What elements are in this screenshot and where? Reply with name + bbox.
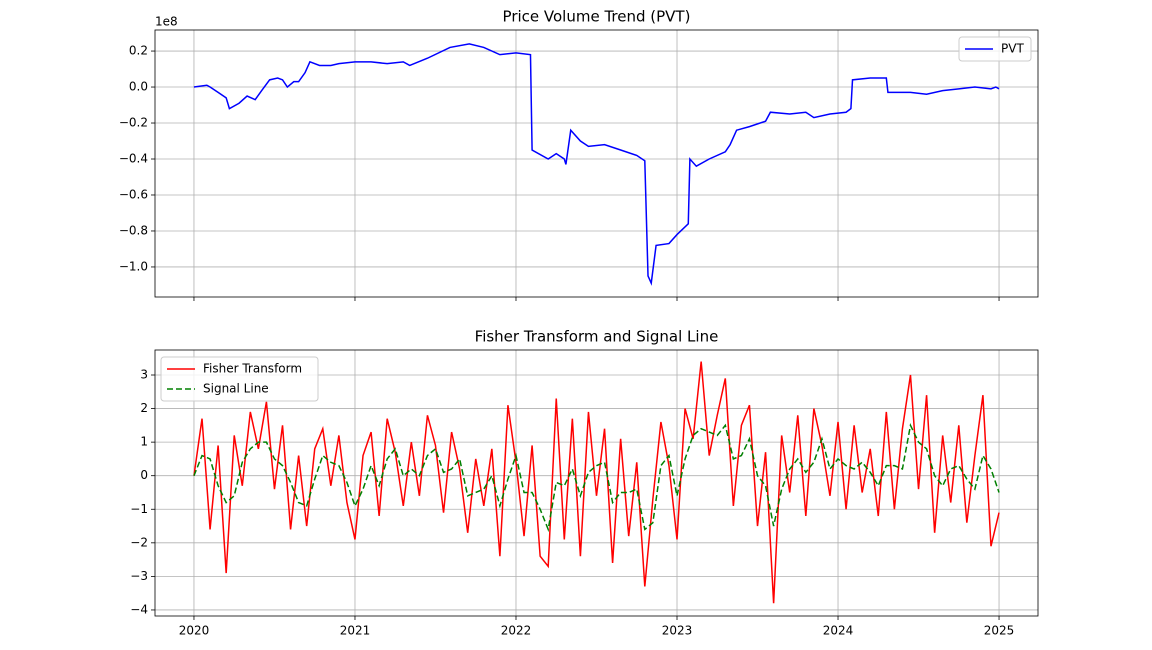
legend-frame [958, 36, 1032, 62]
y-tick-label: −0.8 [119, 223, 148, 237]
legend-label: Signal Line [203, 382, 269, 396]
axes-frame [154, 349, 1039, 617]
axes: Price Volume Trend (PVT) 1e8 −1.0 −0.8 −0.6 −… [119, 8, 1039, 301]
y-tick-label: −1.0 [119, 259, 148, 273]
series-line [193, 361, 1000, 604]
x-tick-label: 2022 [501, 624, 532, 638]
y-tick-label: 1 [140, 435, 148, 449]
legend-label: Fisher Transform [203, 362, 302, 376]
series-line [193, 43, 1000, 286]
offset-label: 1e8 [155, 15, 178, 29]
legend: PVT [958, 36, 1032, 62]
y-tick-label: 0.0 [129, 80, 148, 94]
x-tick-label: 2023 [662, 624, 693, 638]
y-tick-label: 0.2 [129, 44, 148, 58]
legend-frame [160, 356, 319, 402]
chart-title: Fisher Transform and Signal Line [475, 328, 719, 346]
y-tick-label: 2 [140, 401, 148, 415]
x-tick-label: 2025 [984, 624, 1015, 638]
series-line [193, 422, 1000, 533]
axes: Fisher Transform and Signal Line −4 −3 −2 −1… [130, 328, 1039, 638]
legend-label: PVT [1001, 42, 1024, 56]
y-tick-label: 0 [140, 468, 148, 482]
y-tick-label: −2 [130, 535, 148, 549]
chart-title: Price Volume Trend (PVT) [503, 8, 691, 26]
axes-frame [154, 29, 1039, 298]
y-tick-label: −0.2 [119, 116, 148, 130]
x-tick-label: 2021 [340, 624, 371, 638]
x-tick-label: 2024 [823, 624, 854, 638]
y-tick-label: −0.4 [119, 152, 148, 166]
y-tick-label: −1 [130, 502, 148, 516]
legend: Fisher Transform Signal Line [160, 356, 319, 402]
y-tick-label: −0.6 [119, 187, 148, 201]
x-tick-label: 2020 [179, 624, 210, 638]
y-tick-label: 3 [140, 368, 148, 382]
y-tick-label: −3 [130, 569, 148, 583]
y-tick-label: −4 [130, 602, 148, 616]
